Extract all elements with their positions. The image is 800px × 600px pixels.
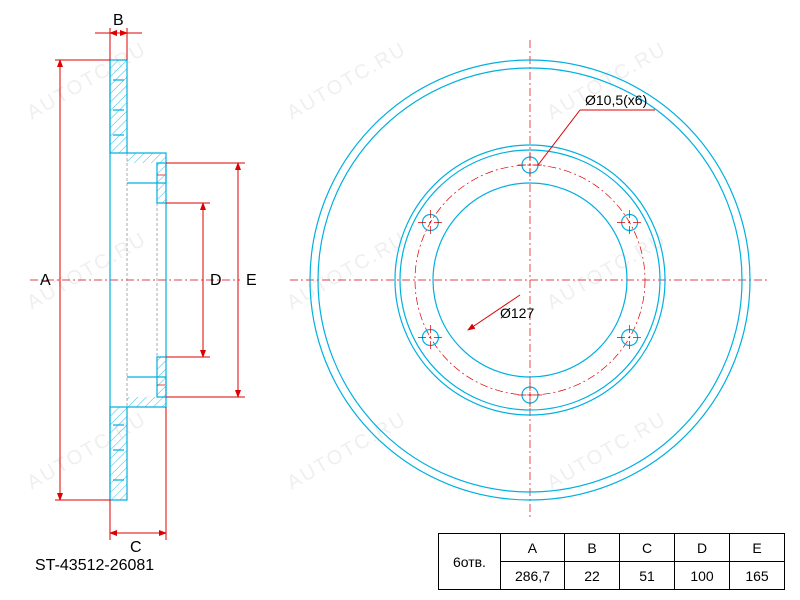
col-A: A [500, 534, 564, 562]
col-E: E [730, 534, 785, 562]
dim-B: B [113, 12, 124, 29]
dimension-table: 6отв. A B C D E 286,7 22 51 100 165 [438, 533, 785, 590]
dim-E: E [246, 272, 257, 289]
val-E: 165 [730, 562, 785, 590]
table-row: 6отв. A B C D E [438, 534, 784, 562]
dim-D: D [210, 272, 222, 289]
col-D: D [675, 534, 730, 562]
table-header-left: 6отв. [438, 534, 500, 590]
col-B: B [565, 534, 620, 562]
hub-dia-callout: Ø127 [500, 305, 534, 321]
front-view: Ø10,5(x6) Ø127 [290, 40, 770, 520]
technical-drawing: Ø10,5(x6) Ø127 [0, 0, 800, 600]
col-C: C [620, 534, 675, 562]
bolt-hole-callout: Ø10,5(x6) [585, 92, 647, 108]
drawing-canvas: AUTOTC.RU AUTOTC.RU AUTOTC.RU AUTOTC.RU … [0, 0, 800, 600]
val-D: 100 [675, 562, 730, 590]
part-number: ST-43512-26081 [35, 557, 154, 575]
dim-A: A [40, 272, 51, 289]
val-C: 51 [620, 562, 675, 590]
dim-C: C [130, 539, 142, 556]
val-A: 286,7 [500, 562, 564, 590]
val-B: 22 [565, 562, 620, 590]
section-view: A B C D E [30, 12, 257, 556]
